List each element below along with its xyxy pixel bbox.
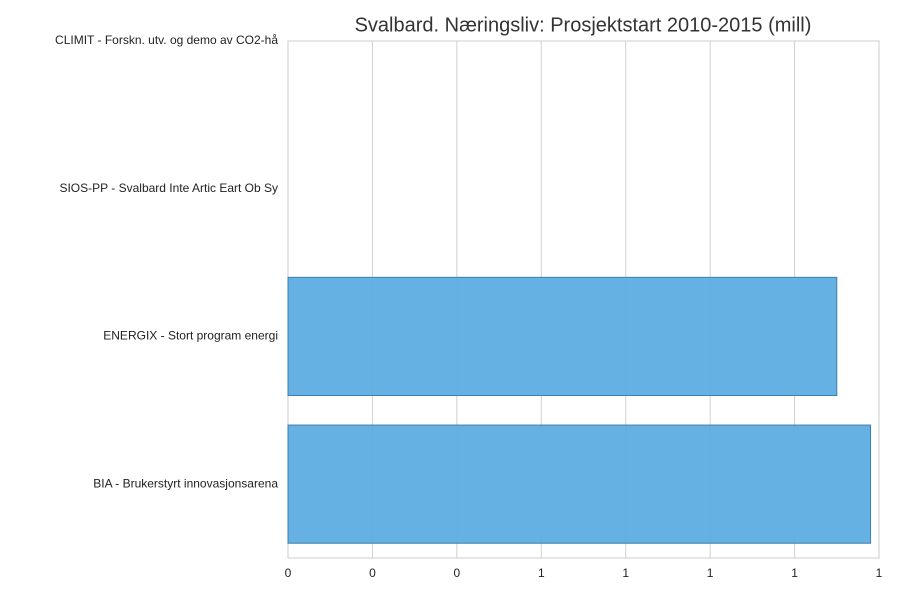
y-tick-label: ENERGIX - Stort program energi <box>103 329 278 343</box>
x-tick-label: 1 <box>538 566 545 580</box>
y-tick-label: BIA - Brukerstyrt innovasjonsarena <box>93 476 278 490</box>
y-tick-label: CLIMIT - Forskn. utv. og demo av CO2-hå <box>55 33 278 47</box>
x-tick-label: 0 <box>454 566 461 580</box>
x-tick-label: 0 <box>369 566 376 580</box>
x-tick-label: 1 <box>791 566 798 580</box>
bar <box>287 276 838 397</box>
chart-title: Svalbard. Næringsliv: Prosjektstart 2010… <box>355 14 812 36</box>
x-tick-label: 0 <box>285 566 292 580</box>
bar <box>287 424 872 544</box>
y-tick-label: SIOS-PP - Svalbard Inte Artic Eart Ob Sy <box>59 181 278 195</box>
x-tick-label: 1 <box>876 566 883 580</box>
x-tick-label: 1 <box>622 566 629 580</box>
x-tick-label: 1 <box>707 566 714 580</box>
